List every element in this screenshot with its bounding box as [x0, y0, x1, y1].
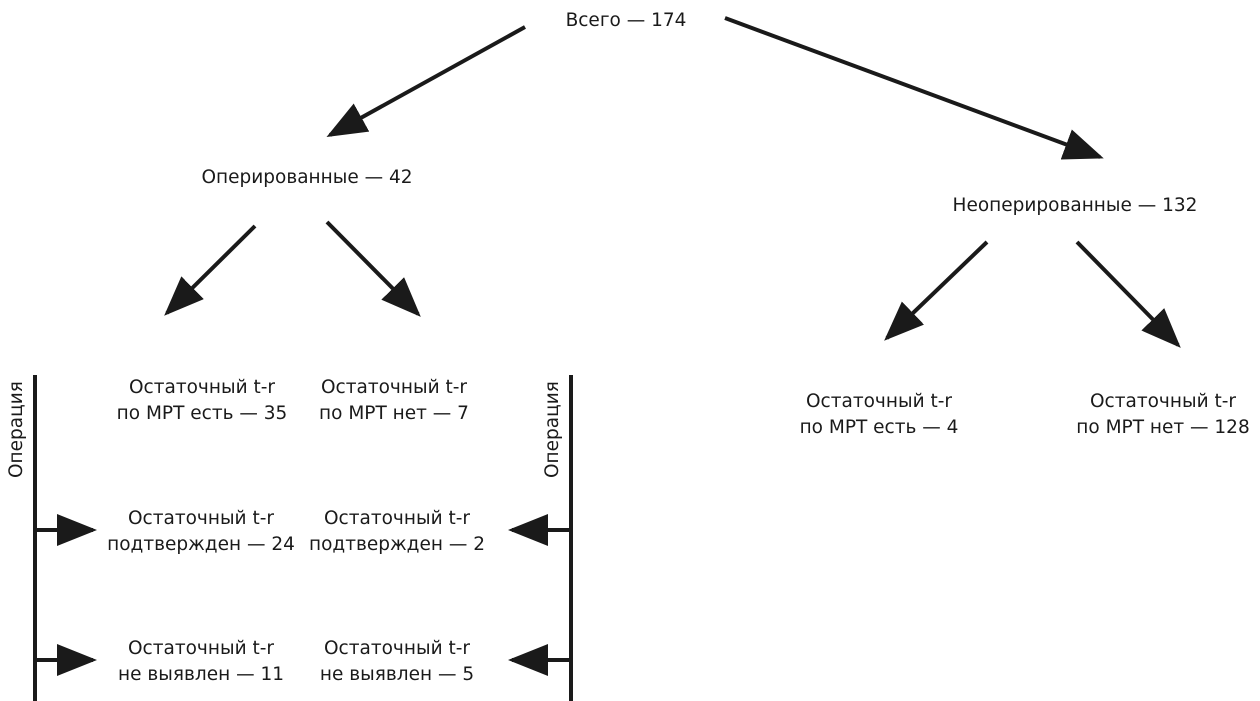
node-yes-confirmed-line2: подтвержден — 24: [107, 534, 295, 555]
node-op-residual-no-line1: Остаточный t-r: [320, 377, 468, 398]
node-op-residual-yes: Остаточный t-r по МРТ есть — 35: [117, 375, 288, 427]
node-root-text: Всего — 174: [565, 10, 687, 31]
arrow-root-to-operated: [326, 25, 526, 137]
node-yes-not-found-line2: не выявлен — 11: [117, 664, 285, 685]
node-root: Всего — 174: [566, 8, 687, 34]
node-nonop-residual-yes-line1: Остаточный t-r: [805, 391, 953, 412]
node-yes-confirmed-line1: Остаточный t-r: [127, 508, 274, 529]
arrow-root-to-non-operated: [724, 16, 1104, 160]
node-no-not-found-line2: не выявлен — 5: [319, 664, 475, 685]
node-non-operated: Неоперированные — 132: [953, 193, 1198, 219]
node-no-not-found: Остаточный t-r не выявлен — 5: [320, 636, 474, 688]
arrow-operated-to-residual-yes: [164, 224, 257, 316]
node-yes-not-found: Остаточный t-r не выявлен — 11: [118, 636, 284, 688]
arrow-non-operated-to-residual-yes: [884, 240, 989, 341]
node-op-residual-no: Остаточный t-r по МРТ нет — 7: [319, 375, 469, 427]
left-operation-label: Операция: [6, 381, 27, 478]
node-nonop-residual-yes-line2: по МРТ есть — 4: [799, 417, 959, 438]
node-operated-text: Оперированные — 42: [201, 167, 413, 188]
node-no-not-found-line1: Остаточный t-r: [323, 638, 471, 659]
node-op-residual-yes-line2: по МРТ есть — 35: [116, 403, 288, 424]
node-nonop-residual-no: Остаточный t-r по МРТ нет — 128: [1076, 389, 1249, 441]
node-nonop-residual-no-line1: Остаточный t-r: [1089, 391, 1237, 412]
right-operation-label: Операция: [542, 381, 563, 478]
arrow-operated-to-residual-no: [325, 220, 421, 317]
node-yes-confirmed: Остаточный t-r подтвержден — 24: [107, 506, 295, 558]
node-op-residual-yes-line1: Остаточный t-r: [128, 377, 276, 398]
node-op-residual-no-line2: по МРТ нет — 7: [319, 403, 469, 424]
node-operated: Оперированные — 42: [201, 165, 412, 191]
node-yes-not-found-line1: Остаточный t-r: [127, 638, 275, 659]
node-nonop-residual-yes: Остаточный t-r по МРТ есть — 4: [800, 389, 959, 441]
node-nonop-residual-no-line2: по МРТ нет — 128: [1076, 417, 1250, 438]
node-no-confirmed-line2: подтвержден — 2: [309, 534, 485, 555]
node-no-confirmed: Остаточный t-r подтвержден — 2: [309, 506, 485, 558]
node-no-confirmed-line1: Остаточный t-r: [323, 508, 471, 529]
arrow-non-operated-to-residual-no: [1075, 240, 1181, 348]
node-non-operated-text: Неоперированные — 132: [952, 195, 1198, 216]
